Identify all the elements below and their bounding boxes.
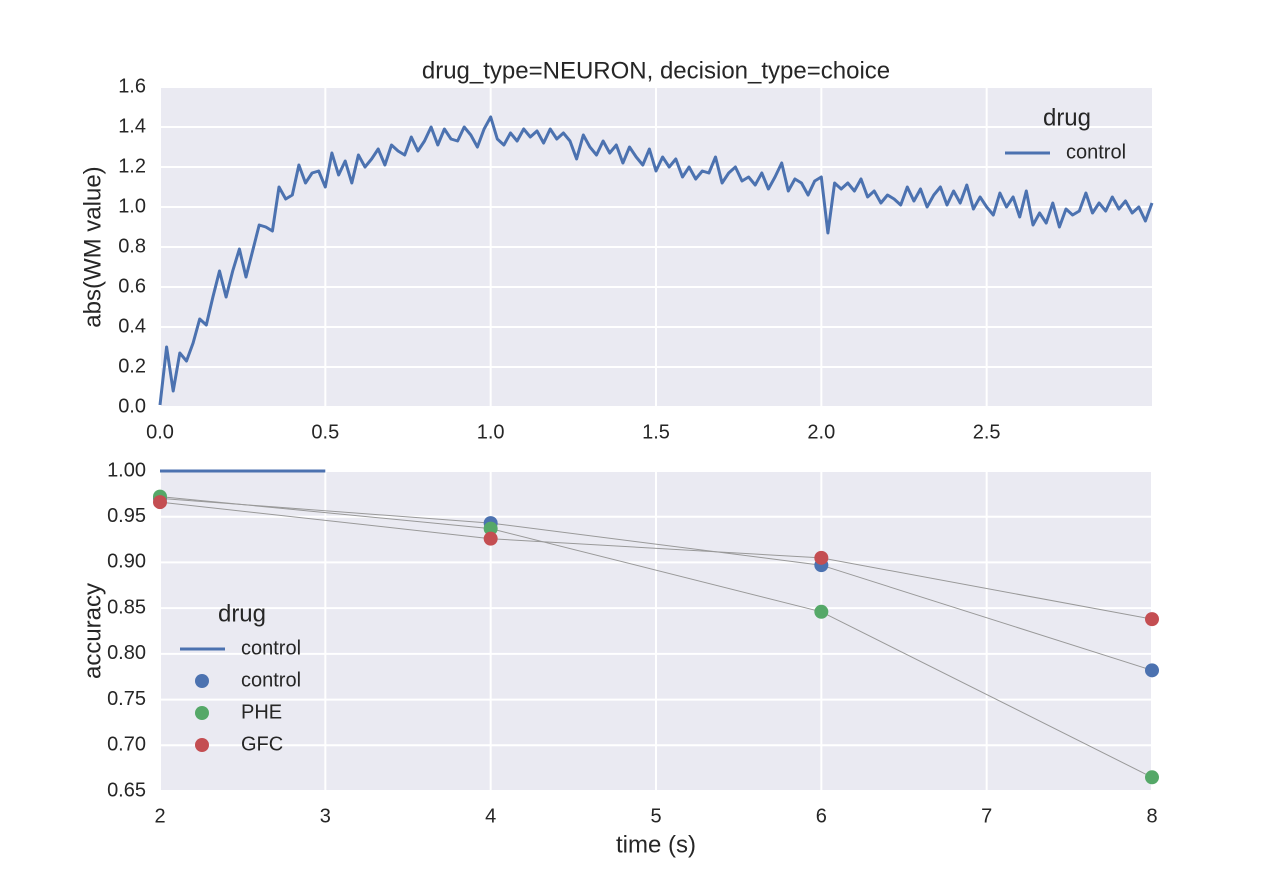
y-tick-label: 1.4 bbox=[118, 115, 146, 137]
legend-label: GFC bbox=[241, 733, 283, 755]
data-point bbox=[483, 521, 498, 536]
y-axis-label: abs(WM value) bbox=[79, 166, 106, 327]
y-tick-label: 0.80 bbox=[107, 642, 146, 664]
y-tick-label: 1.00 bbox=[107, 459, 146, 481]
connector-line bbox=[159, 501, 1153, 620]
y-tick-label: 1.6 bbox=[118, 75, 146, 97]
data-line bbox=[158, 115, 1154, 406]
x-tick-label: 0.5 bbox=[311, 421, 339, 443]
data-point bbox=[1145, 770, 1159, 785]
y-tick-label: 1.2 bbox=[118, 155, 146, 177]
x-axis-label: time (s) bbox=[616, 831, 696, 858]
y-tick-label: 0.75 bbox=[107, 688, 146, 710]
legend-label: PHE bbox=[241, 701, 282, 723]
x-tick-label: 7 bbox=[981, 805, 992, 827]
x-tick-label: 3 bbox=[320, 805, 331, 827]
x-tick-label: 5 bbox=[650, 805, 661, 827]
y-tick-label: 0.85 bbox=[107, 596, 146, 618]
y-tick-label: 0.8 bbox=[118, 235, 146, 257]
x-tick-label: 6 bbox=[816, 805, 827, 827]
connector-line bbox=[159, 496, 1153, 778]
y-tick-label: 0.0 bbox=[118, 395, 146, 417]
data-point bbox=[1145, 612, 1159, 627]
y-tick-label: 1.0 bbox=[118, 195, 146, 217]
x-tick-label: 4 bbox=[485, 805, 496, 827]
y-tick-label: 0.6 bbox=[118, 275, 146, 297]
y-tick-label: 0.65 bbox=[107, 779, 146, 801]
x-tick-label: 1.5 bbox=[642, 421, 670, 443]
x-tick-label: 0.0 bbox=[146, 421, 174, 443]
x-tick-label: 2.0 bbox=[807, 421, 835, 443]
legend-marker bbox=[195, 674, 209, 688]
y-tick-label: 0.95 bbox=[107, 505, 146, 527]
legend-label: control bbox=[241, 669, 301, 691]
y-tick-label: 0.90 bbox=[107, 551, 146, 573]
legend-title: drug bbox=[218, 600, 266, 627]
legend-title: drug bbox=[1043, 104, 1091, 131]
x-tick-label: 2 bbox=[154, 805, 165, 827]
y-tick-label: 0.4 bbox=[118, 315, 146, 337]
data-point bbox=[483, 531, 498, 546]
legend-marker bbox=[195, 706, 209, 720]
x-tick-label: 2.5 bbox=[973, 421, 1001, 443]
legend-label: control bbox=[241, 637, 301, 659]
chart-title: drug_type=NEURON, decision_type=choice bbox=[422, 57, 890, 84]
data-point bbox=[1145, 663, 1159, 678]
x-tick-label: 8 bbox=[1146, 805, 1157, 827]
x-tick-label: 1.0 bbox=[477, 421, 505, 443]
legend-marker bbox=[195, 738, 209, 752]
connector-line bbox=[159, 497, 1153, 671]
data-point bbox=[814, 604, 829, 619]
y-tick-label: 0.70 bbox=[107, 734, 146, 756]
data-point bbox=[153, 495, 167, 510]
y-tick-label: 0.2 bbox=[118, 355, 146, 377]
legend-label: control bbox=[1066, 141, 1126, 163]
data-point bbox=[814, 550, 829, 565]
y-axis-label: accuracy bbox=[79, 583, 106, 679]
